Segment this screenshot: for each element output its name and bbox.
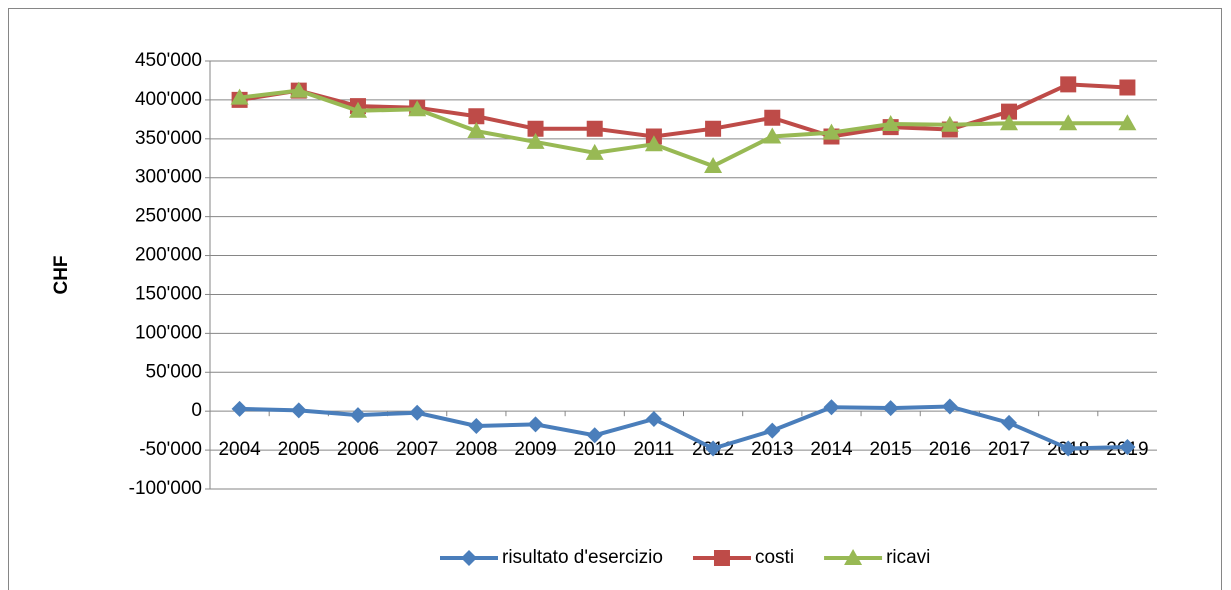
data-point — [527, 416, 544, 433]
x-tick-label: 2015 — [870, 439, 912, 460]
x-tick-label: 2016 — [929, 439, 971, 460]
y-tick-label: 200'000 — [135, 245, 202, 266]
x-tick-label: 2008 — [455, 439, 497, 460]
y-tick-label: 450'000 — [135, 50, 202, 71]
data-point — [290, 402, 307, 419]
data-point — [705, 120, 722, 137]
legend-label: risultato d'esercizio — [502, 547, 663, 568]
data-point — [348, 101, 367, 118]
x-tick-label: 2014 — [810, 439, 853, 460]
y-tick-label: -50'000 — [139, 439, 202, 460]
x-tick-label: 2011 — [633, 439, 674, 460]
data-point — [1119, 79, 1136, 96]
data-point — [527, 120, 544, 137]
data-point — [940, 115, 959, 132]
x-tick-label: 2004 — [218, 439, 261, 460]
data-point — [1001, 414, 1018, 431]
y-tick-label: 150'000 — [135, 283, 202, 304]
legend-marker — [844, 549, 863, 565]
data-point — [586, 427, 603, 444]
data-point — [764, 422, 781, 439]
data-point — [764, 109, 781, 126]
legend-marker — [713, 550, 730, 566]
data-point — [881, 115, 900, 132]
data-point — [705, 440, 722, 457]
data-point — [822, 123, 841, 140]
data-point — [644, 135, 663, 152]
data-point — [526, 132, 545, 149]
y-tick-label: 0 — [191, 400, 202, 421]
data-point — [468, 108, 485, 125]
data-point — [704, 157, 723, 174]
data-point — [408, 100, 427, 117]
y-tick-label: 250'000 — [135, 206, 202, 227]
x-tick-label: 2010 — [574, 439, 616, 460]
x-tick-label: 2005 — [278, 439, 320, 460]
y-tick-label: 300'000 — [135, 167, 202, 188]
data-point — [468, 417, 485, 434]
data-point — [409, 404, 426, 421]
data-point — [585, 143, 604, 160]
series-line — [239, 88, 1128, 169]
data-point — [882, 400, 899, 417]
series-line — [239, 404, 1128, 451]
data-point — [1000, 114, 1019, 131]
y-tick-label: 100'000 — [135, 322, 202, 343]
data-point — [1118, 114, 1137, 131]
x-tick-label: 2007 — [396, 439, 438, 460]
y-tick-label: 350'000 — [135, 128, 202, 149]
chart-border — [8, 8, 1222, 590]
data-point — [230, 88, 249, 105]
y-axis-label: CHF — [51, 255, 72, 294]
data-point — [1119, 438, 1136, 455]
data-point — [941, 398, 958, 415]
y-tick-label: 400'000 — [135, 89, 202, 110]
legend-label: ricavi — [886, 547, 930, 568]
data-point — [1001, 103, 1018, 120]
legend-marker — [461, 550, 477, 566]
data-point — [349, 407, 366, 424]
data-point — [1059, 114, 1078, 131]
x-tick-label: 2013 — [751, 439, 793, 460]
x-tick-label: 2006 — [337, 439, 379, 460]
data-point — [289, 81, 308, 98]
y-tick-label: 50'000 — [146, 361, 202, 382]
data-point — [1060, 440, 1077, 457]
x-tick-label: 2017 — [988, 439, 1030, 460]
data-point — [823, 399, 840, 416]
series-line — [239, 82, 1128, 139]
data-point — [763, 127, 782, 144]
x-tick-label: 2009 — [514, 439, 556, 460]
data-point — [467, 122, 486, 139]
data-point — [1060, 76, 1077, 93]
legend-label: costi — [755, 547, 794, 568]
data-point — [231, 400, 248, 417]
y-tick-label: -100'000 — [129, 478, 202, 499]
data-point — [586, 120, 603, 137]
data-point — [645, 410, 662, 427]
